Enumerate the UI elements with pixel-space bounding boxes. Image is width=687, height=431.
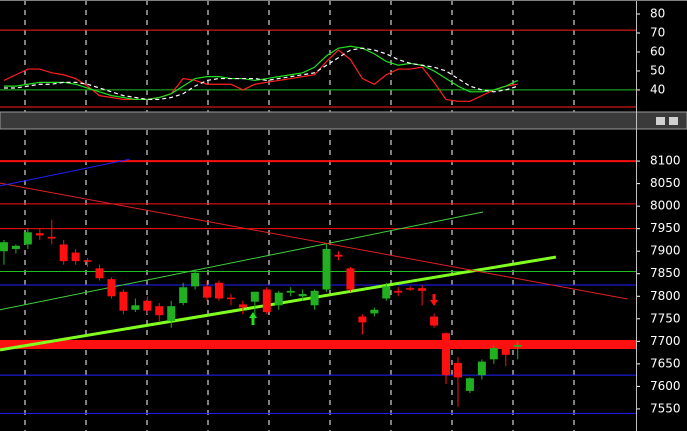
candle-body (418, 288, 427, 291)
y-tick-label: 50 (650, 63, 665, 77)
candle-body (453, 362, 462, 378)
candle-body (95, 268, 104, 279)
candle-body (131, 305, 140, 310)
candle-body (59, 244, 68, 262)
candle-body (203, 286, 212, 298)
candle-body (322, 248, 331, 290)
candle-body (298, 294, 307, 297)
y-tick-label: 7600 (650, 379, 681, 393)
candle-body (406, 288, 415, 290)
indicator-line (3, 45, 518, 101)
candle-body (513, 344, 522, 347)
sell-arrow (430, 294, 438, 306)
y-tick-label: 7850 (650, 266, 681, 280)
candle-body (119, 291, 128, 311)
y-tick-label: 8050 (650, 176, 681, 190)
candle-body (35, 233, 44, 236)
candle-body (238, 304, 247, 308)
candle-body (358, 316, 367, 323)
trendline (0, 158, 130, 187)
candle-body (430, 316, 439, 326)
y-tick-label: 60 (650, 44, 665, 58)
candle-body (23, 232, 32, 245)
y-tick-label: 7750 (650, 311, 681, 325)
candle-body (346, 268, 355, 290)
candle-body (262, 289, 271, 313)
candle-body (215, 282, 224, 299)
y-tick-label: 7700 (650, 334, 681, 348)
y-tick-label: 40 (650, 82, 665, 96)
candle-body (71, 252, 80, 262)
candle-body (286, 290, 295, 293)
candle-body (310, 290, 319, 306)
y-tick-label: 8000 (650, 199, 681, 213)
minimize-button[interactable] (656, 117, 665, 125)
panel-separator (0, 111, 687, 130)
candle-body (0, 242, 8, 252)
candle-body (250, 291, 259, 302)
panel (0, 29, 636, 108)
candle-body (382, 286, 391, 299)
plots: 40 50 60 70 80 7550 7600 7650 7700 7750 7800 7850 79… (0, 7, 681, 415)
candle-body (465, 378, 474, 391)
y-tick-label: 7650 (650, 356, 681, 370)
candle-body (370, 309, 379, 314)
indicator-line (3, 49, 518, 102)
candle-body (489, 348, 498, 360)
candle-body (179, 287, 188, 304)
candle-body (167, 306, 176, 322)
candle-body (226, 297, 235, 300)
candle-body (83, 260, 92, 262)
candle-body (191, 272, 200, 287)
indicator-line (3, 47, 518, 101)
candle-body (143, 300, 152, 311)
y-tick-label: 7950 (650, 221, 681, 235)
candle-body (442, 333, 451, 376)
candle-body (107, 279, 116, 297)
candle-body (274, 292, 283, 306)
trendline (0, 211, 484, 311)
maximize-button[interactable] (669, 117, 678, 125)
candle-body (334, 254, 343, 257)
candle-body (155, 306, 164, 316)
y-tick-label: 70 (650, 25, 665, 39)
candle-body (477, 361, 486, 376)
y-tick-label: 7800 (650, 289, 681, 303)
panel (0, 158, 636, 414)
candle-body (394, 290, 403, 293)
candle-body (11, 245, 20, 249)
y-tick-label: 80 (650, 7, 665, 21)
candle-body (501, 348, 510, 355)
trendline (0, 182, 628, 300)
candle-body (47, 236, 56, 239)
y-tick-label: 8100 (650, 154, 681, 168)
y-tick-label: 7900 (650, 244, 681, 258)
time-grid (24, 0, 575, 431)
buy-arrow (249, 312, 257, 325)
y-tick-label: 7550 (650, 401, 681, 415)
